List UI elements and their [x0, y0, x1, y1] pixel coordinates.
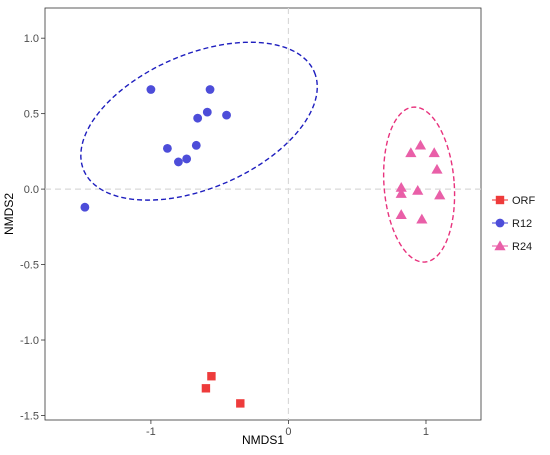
orf-point — [207, 372, 216, 381]
r24-point — [405, 147, 417, 158]
r12-point — [222, 110, 231, 120]
y-tick-label: 0.0 — [24, 184, 39, 196]
x-tick-label: 1 — [423, 426, 429, 438]
orf-point — [201, 384, 211, 393]
r24-point — [414, 139, 427, 150]
r24-point — [431, 163, 443, 174]
y-tick-label: -1.5 — [20, 410, 39, 422]
r24-ellipse — [382, 106, 456, 263]
r12-point — [205, 85, 215, 94]
r12-point — [174, 157, 183, 167]
r12-point — [191, 140, 201, 150]
x-axis: -1 0 1 — [146, 420, 429, 438]
r12-legend-label: R12 — [512, 218, 532, 230]
r24-point — [428, 147, 440, 158]
orf-point — [236, 399, 245, 408]
y-tick-label: -0.5 — [20, 260, 39, 272]
r12-point — [163, 143, 172, 153]
r24-point — [412, 185, 424, 195]
r24-point — [395, 209, 407, 219]
r12-point — [80, 202, 90, 212]
r24-legend-label: R24 — [512, 241, 532, 253]
r12-point — [182, 154, 192, 164]
r12-point — [202, 107, 212, 117]
y-axis: -1.5 -1.0 -0.5 0.0 0.5 1.0 — [20, 33, 45, 422]
plot-panel — [44, 7, 482, 421]
reference-lines — [45, 8, 481, 420]
orf-legend-label: ORF — [512, 195, 536, 207]
orf-legend-marker — [495, 195, 505, 205]
r24-point — [395, 188, 407, 198]
y-tick-label: -1.0 — [20, 335, 39, 347]
x-axis-title: NMDS1 — [242, 433, 284, 447]
r12-legend-marker — [495, 218, 505, 228]
r12-ellipse — [80, 41, 318, 201]
y-tick-label: 1.0 — [24, 33, 39, 45]
legend: ORF R12 R24 — [492, 195, 536, 253]
x-tick-label: -1 — [146, 426, 156, 438]
x-tick-label: 0 — [285, 426, 291, 438]
r24-point — [434, 189, 446, 200]
data-points — [80, 85, 446, 408]
r24-legend-marker — [494, 240, 506, 251]
confidence-ellipses — [80, 41, 456, 263]
y-tick-label: 0.5 — [24, 109, 39, 121]
r24-point — [416, 213, 428, 224]
y-axis-title: NMDS2 — [2, 193, 16, 235]
r24-point — [395, 181, 407, 192]
r12-point — [146, 85, 156, 94]
r12-point — [193, 113, 203, 123]
